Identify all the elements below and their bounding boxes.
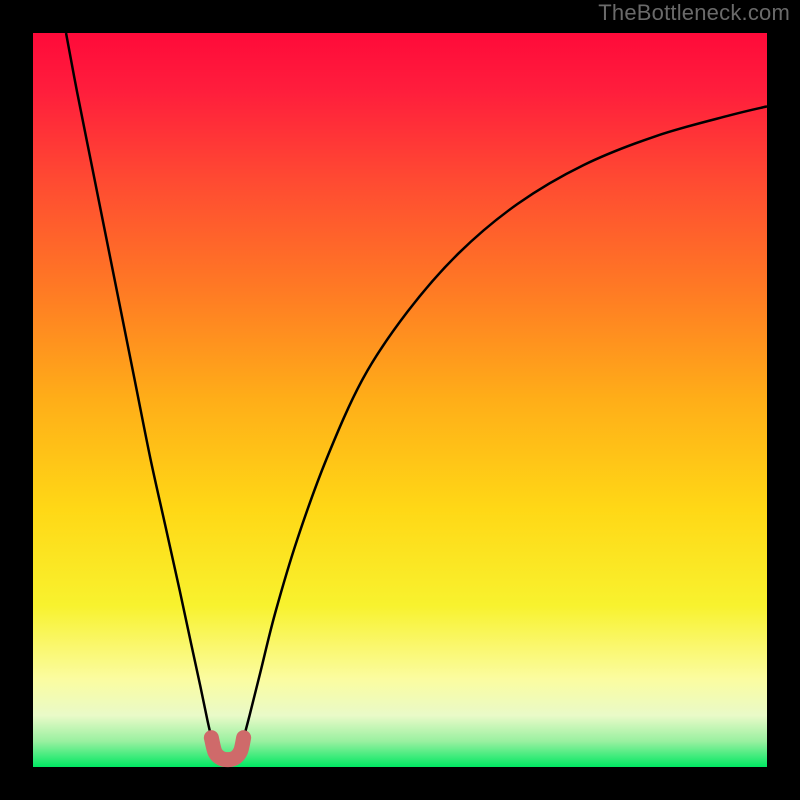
chart-canvas bbox=[0, 0, 800, 800]
stage: TheBottleneck.com bbox=[0, 0, 800, 800]
gradient-background bbox=[33, 33, 767, 767]
watermark-text: TheBottleneck.com bbox=[598, 0, 790, 26]
